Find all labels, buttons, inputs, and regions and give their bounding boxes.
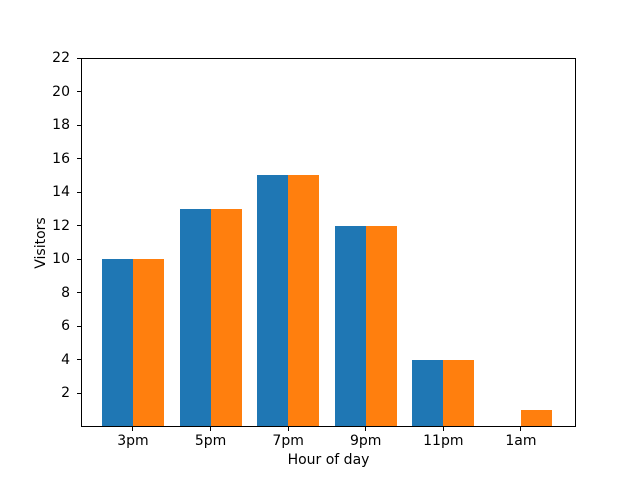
x-tick-mark xyxy=(365,427,367,431)
y-tick-mark xyxy=(77,359,81,361)
y-tick-label: 22 xyxy=(52,50,70,66)
bar-series-blue-11pm xyxy=(412,359,444,427)
y-tick-label: 14 xyxy=(52,184,70,201)
y-tick-label: 16 xyxy=(52,150,70,167)
x-tick-mark xyxy=(287,427,289,431)
y-tick-mark xyxy=(77,258,81,260)
bar-series-orange-11pm xyxy=(443,359,475,427)
bar-series-blue-7pm xyxy=(257,175,289,427)
y-tick-label: 2 xyxy=(61,385,70,402)
x-tick-label-7pm: 7pm xyxy=(272,433,304,449)
y-tick-mark xyxy=(77,392,81,394)
x-tick-mark xyxy=(442,427,444,431)
y-tick-label: 18 xyxy=(52,117,70,134)
bar-series-orange-3pm xyxy=(132,259,164,427)
x-tick-label-9pm: 9pm xyxy=(350,433,382,449)
x-tick-label-5pm: 5pm xyxy=(194,433,227,449)
x-tick-label-3pm: 3pm xyxy=(117,433,149,449)
y-tick-label: 6 xyxy=(61,318,70,335)
y-tick-mark xyxy=(77,124,81,126)
y-tick-mark xyxy=(77,158,81,160)
bar-series-orange-5pm xyxy=(210,208,242,427)
bar-series-blue-5pm xyxy=(179,208,211,427)
y-tick-mark xyxy=(77,225,81,227)
bar-series-orange-7pm xyxy=(288,175,320,427)
x-tick-label-1am: 1am xyxy=(505,433,537,449)
bar-series-orange-9pm xyxy=(365,225,397,427)
x-tick-mark xyxy=(210,427,212,431)
y-tick-label: 4 xyxy=(61,351,70,368)
y-tick-label: 12 xyxy=(52,217,70,234)
y-tick-mark xyxy=(77,292,81,294)
y-tick-mark xyxy=(77,325,81,327)
y-tick-label: 8 xyxy=(61,284,70,301)
bar-series-blue-3pm xyxy=(101,259,133,427)
x-tick-mark xyxy=(132,427,134,431)
bar-series-blue-9pm xyxy=(334,225,366,427)
x-axis-label: Hour of day xyxy=(287,452,370,468)
x-tick-mark xyxy=(520,427,522,431)
y-tick-label: 20 xyxy=(52,83,70,100)
x-tick-label-11pm: 11pm xyxy=(423,433,464,449)
y-tick-mark xyxy=(77,57,81,59)
bar-series-orange-1am xyxy=(520,410,552,427)
y-tick-label: 10 xyxy=(52,251,70,268)
y-tick-mark xyxy=(77,91,81,93)
y-tick-mark xyxy=(77,191,81,193)
